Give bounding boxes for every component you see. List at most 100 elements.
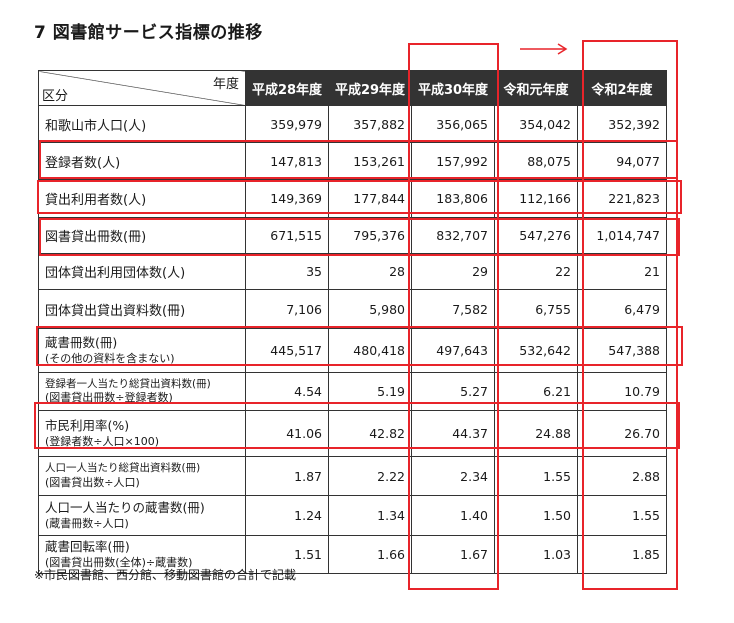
value-cell: 5.27 <box>411 372 495 411</box>
value-cell: 88,075 <box>494 142 578 180</box>
value-cell: 221,823 <box>577 179 667 218</box>
value-cell: 832,707 <box>411 217 495 254</box>
value-cell: 1.87 <box>245 456 329 496</box>
value-cell: 357,882 <box>328 105 412 143</box>
row-label-text: 蔵書冊数(冊) <box>45 334 118 350</box>
row-label-text: 人口一人当たり総貸出資料数(冊) <box>45 462 201 475</box>
value-cell: 6,755 <box>494 289 578 329</box>
value-cell: 4.54 <box>245 372 329 411</box>
table-row: 蔵書回転率(冊) (図書貸出冊数(全体)÷蔵書数) 1.51 1.66 1.67 1.03… <box>38 535 667 574</box>
row-label-text: 和歌山市人口(人) <box>45 118 147 134</box>
value-cell: 2.34 <box>411 456 495 496</box>
row-label-formula: (図書貸出冊数÷登録者数) <box>45 391 173 405</box>
library-stats-table: 年度 区分 平成28年度 平成29年度 平成30年度 令和元年度 令和2年度 和… <box>38 70 667 574</box>
corner-header-cell: 年度 区分 <box>38 70 246 106</box>
value-cell: 445,517 <box>245 328 329 373</box>
value-cell: 157,992 <box>411 142 495 180</box>
table-row: 団体貸出貸出資料数(冊) 7,106 5,980 7,582 6,755 6,479 <box>38 289 667 329</box>
value-cell: 94,077 <box>577 142 667 180</box>
year-header-r2: 令和2年度 <box>577 70 667 106</box>
value-cell: 1.24 <box>245 495 329 536</box>
value-cell: 795,376 <box>328 217 412 254</box>
header-row: 年度 区分 平成28年度 平成29年度 平成30年度 令和元年度 令和2年度 <box>38 70 667 106</box>
value-cell: 532,642 <box>494 328 578 373</box>
value-cell: 26.70 <box>577 410 667 457</box>
row-label: 人口一人当たり総貸出資料数(冊) (図書貸出数÷人口) <box>38 456 246 496</box>
value-cell: 29 <box>411 253 495 290</box>
row-label: 登録者一人当たり総貸出資料数(冊) (図書貸出冊数÷登録者数) <box>38 372 246 411</box>
value-cell: 21 <box>577 253 667 290</box>
value-cell: 354,042 <box>494 105 578 143</box>
year-header-r1: 令和元年度 <box>494 70 578 106</box>
value-cell: 147,813 <box>245 142 329 180</box>
value-cell: 1.34 <box>328 495 412 536</box>
page-title: 7 図書館サービス指標の推移 <box>34 23 263 43</box>
row-label: 登録者数(人) <box>38 142 246 180</box>
year-header-h29: 平成29年度 <box>328 70 412 106</box>
arrow-right-icon <box>520 43 568 55</box>
value-cell: 1.55 <box>494 456 578 496</box>
row-label-formula: (登録者数÷人口×100) <box>45 434 160 448</box>
row-label: 人口一人当たりの蔵書数(冊) (蔵書冊数÷人口) <box>38 495 246 536</box>
value-cell: 6,479 <box>577 289 667 329</box>
row-label-formula: (図書貸出数÷人口) <box>45 475 140 489</box>
value-cell: 149,369 <box>245 179 329 218</box>
row-label-text: 団体貸出貸出資料数(冊) <box>45 303 186 319</box>
value-cell: 5.19 <box>328 372 412 411</box>
value-cell: 42.82 <box>328 410 412 457</box>
value-cell: 1.67 <box>411 535 495 574</box>
table-row: 市民利用率(%) (登録者数÷人口×100) 41.06 42.82 44.37 24.8… <box>38 410 667 457</box>
value-cell: 112,166 <box>494 179 578 218</box>
value-cell: 7,106 <box>245 289 329 329</box>
footnote: ※市民図書館、西分館、移動図書館の合計で記載 <box>34 568 297 582</box>
row-label: 団体貸出貸出資料数(冊) <box>38 289 246 329</box>
table-row: 和歌山市人口(人) 359,979 357,882 356,065 354,042 352… <box>38 105 667 143</box>
value-cell: 356,065 <box>411 105 495 143</box>
value-cell: 5,980 <box>328 289 412 329</box>
value-cell: 671,515 <box>245 217 329 254</box>
value-cell: 183,806 <box>411 179 495 218</box>
value-cell: 480,418 <box>328 328 412 373</box>
corner-year-label: 年度 <box>212 77 239 92</box>
row-label: 貸出利用者数(人) <box>38 179 246 218</box>
value-cell: 1,014,747 <box>577 217 667 254</box>
row-label: 蔵書冊数(冊) (その他の資料を含まない) <box>38 328 246 373</box>
value-cell: 6.21 <box>494 372 578 411</box>
value-cell: 1.51 <box>245 535 329 574</box>
value-cell: 1.55 <box>577 495 667 536</box>
table-row: 登録者一人当たり総貸出資料数(冊) (図書貸出冊数÷登録者数) 4.54 5.19 5.… <box>38 372 667 411</box>
row-label: 図書貸出冊数(冊) <box>38 217 246 254</box>
table-body: 和歌山市人口(人) 359,979 357,882 356,065 354,042 352… <box>38 105 667 574</box>
year-header-h30: 平成30年度 <box>411 70 495 106</box>
row-label-text: 蔵書回転率(冊) <box>45 538 130 554</box>
year-header-h28: 平成28年度 <box>245 70 329 106</box>
value-cell: 1.03 <box>494 535 578 574</box>
row-label-formula: (蔵書冊数÷人口) <box>45 516 129 530</box>
value-cell: 153,261 <box>328 142 412 180</box>
table-row: 蔵書冊数(冊) (その他の資料を含まない) 445,517 480,418 497,64… <box>38 328 667 373</box>
corner-category-label: 区分 <box>42 89 69 104</box>
table-row: 人口一人当たりの蔵書数(冊) (蔵書冊数÷人口) 1.24 1.34 1.40 1.50 1… <box>38 495 667 536</box>
value-cell: 2.88 <box>577 456 667 496</box>
table-row: 人口一人当たり総貸出資料数(冊) (図書貸出数÷人口) 1.87 2.22 2.34 1.… <box>38 456 667 496</box>
value-cell: 1.50 <box>494 495 578 536</box>
row-label-text: 貸出利用者数(人) <box>45 193 147 208</box>
value-cell: 359,979 <box>245 105 329 143</box>
table-row: 団体貸出利用団体数(人) 35 28 29 22 21 <box>38 253 667 290</box>
row-label-text: 図書貸出冊数(冊) <box>45 230 147 245</box>
value-cell: 24.88 <box>494 410 578 457</box>
table-row: 図書貸出冊数(冊) 671,515 795,376 832,707 547,276 1,0… <box>38 217 667 254</box>
row-label-text: 人口一人当たりの蔵書数(冊) <box>45 499 205 515</box>
row-label-text: 登録者一人当たり総貸出資料数(冊) <box>45 377 211 390</box>
value-cell: 352,392 <box>577 105 667 143</box>
value-cell: 10.79 <box>577 372 667 411</box>
table-row: 登録者数(人) 147,813 153,261 157,992 88,075 94,077 <box>38 142 667 180</box>
value-cell: 547,388 <box>577 328 667 373</box>
value-cell: 35 <box>245 253 329 290</box>
row-label-formula: (図書貸出冊数(全体)÷蔵書数) <box>45 555 193 569</box>
value-cell: 1.85 <box>577 535 667 574</box>
value-cell: 547,276 <box>494 217 578 254</box>
row-label: 団体貸出利用団体数(人) <box>38 253 246 290</box>
value-cell: 497,643 <box>411 328 495 373</box>
row-label: 和歌山市人口(人) <box>38 105 246 143</box>
